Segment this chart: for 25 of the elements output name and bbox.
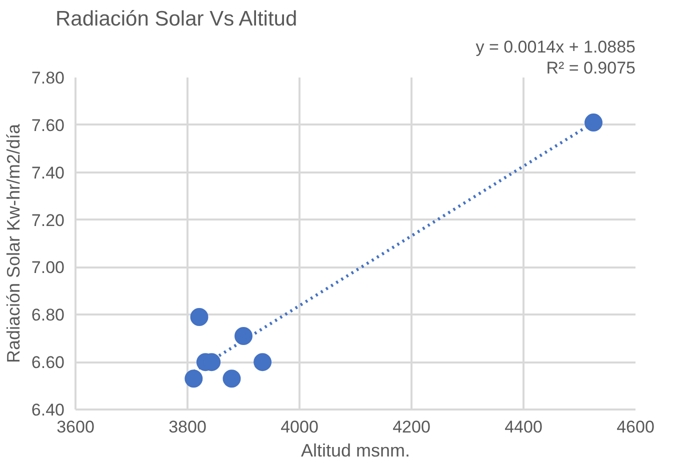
y-tick-label: 7.80 [31, 68, 65, 88]
chart-title: Radiación Solar Vs Altitud [56, 8, 298, 30]
y-tick-label: 6.80 [31, 306, 65, 325]
y-tick-label: 6.60 [31, 353, 65, 372]
y-tick-label: 7.40 [31, 163, 65, 182]
point [234, 327, 252, 345]
y-tick-label: 7.60 [31, 116, 65, 135]
y-axis-title: Radiación Solar Kw-hr/m2/día [3, 122, 24, 364]
x-tick-label: 4400 [504, 418, 542, 436]
x-tick-label: 4200 [392, 418, 430, 436]
text: y = 0.0014x + 1.0885 [476, 38, 636, 56]
point [584, 114, 602, 132]
y-tick-label: 7.20 [31, 210, 65, 230]
x-axis-title: Altitud msnm. [300, 440, 410, 460]
point [184, 370, 203, 388]
x-tick-label: 4000 [280, 418, 318, 436]
y-tick-label: 7.00 [31, 258, 65, 278]
point [222, 370, 241, 388]
y-tick-label: 6.40 [31, 400, 65, 420]
point [254, 353, 272, 372]
point [190, 308, 208, 326]
x-tick-label: 4600 [616, 418, 654, 436]
annotation: R² = 0.9075 [546, 58, 636, 78]
x-tick-label: 3800 [168, 418, 206, 436]
x-tick-label: 3600 [56, 418, 94, 436]
